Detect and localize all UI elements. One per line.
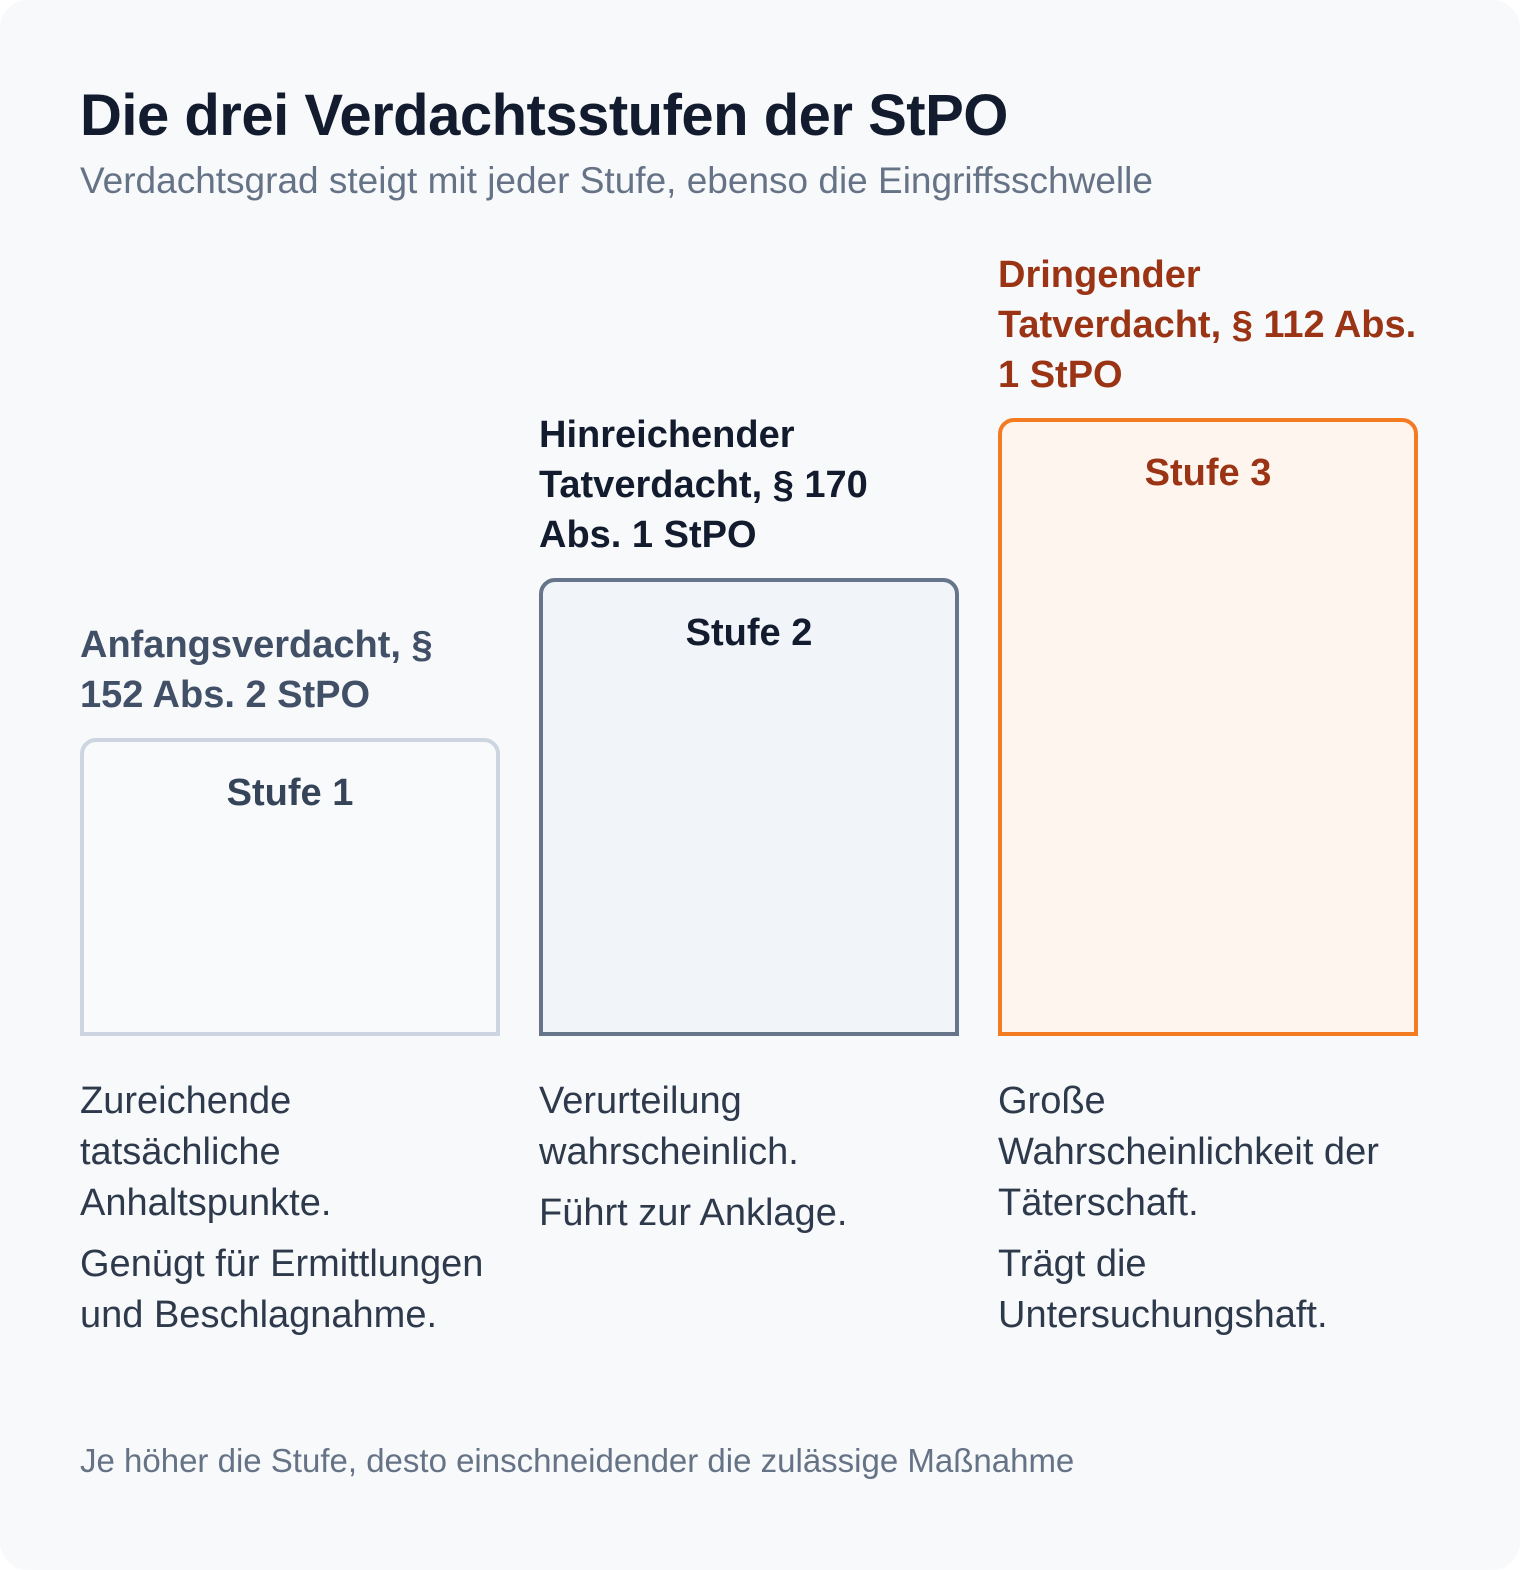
stage-name: Anfangsverdacht, § 152 Abs. 2 StPO (80, 624, 433, 716)
stage-box-label: Stufe 1 (226, 772, 354, 814)
stage-description: Große Wahrscheinlichkeit der Täterschaft… (998, 1076, 1418, 1351)
stage-description-line: Genügt für Ermittlungen und Beschlagnahm… (80, 1243, 484, 1336)
stage-column-1: Anfangsverdacht, § 152 Abs. 2 StPO Stufe… (80, 0, 500, 1570)
stage-description-line: Große Wahrscheinlichkeit der Täterschaft… (998, 1080, 1379, 1224)
stage-bar: Stufe 3 (998, 418, 1418, 1036)
stage-description-line: Trägt die Untersuchungshaft. (998, 1243, 1328, 1336)
diagram-subtitle: Verdachtsgrad steigt mit jeder Stufe, eb… (80, 160, 1153, 201)
stage-description-line: Führt zur Anklage. (539, 1192, 848, 1234)
stage-name: Hinreichender Tatverdacht, § 170 Abs. 1 … (539, 414, 868, 556)
stage-bar: Stufe 2 (539, 578, 959, 1036)
stage-column-3: Dringender Tatverdacht, § 112 Abs. 1 StP… (998, 0, 1418, 1570)
diagram-title: Die drei Verdachtsstufen der StPO (80, 83, 1008, 148)
stage-description: Verurteilung wahrscheinlich. Führt zur A… (539, 1076, 959, 1249)
stage-box-label: Stufe 2 (685, 612, 813, 654)
stage-column-2: Hinreichender Tatverdacht, § 170 Abs. 1 … (539, 0, 959, 1570)
stage-description: Zureichende tatsächliche Anhaltspunkte. … (80, 1076, 500, 1351)
diagram-footnote: Je höher die Stufe, desto einschneidende… (80, 1442, 1075, 1479)
stage-bar: Stufe 1 (80, 738, 500, 1036)
stage-description-line: Verurteilung wahrscheinlich. (539, 1080, 799, 1173)
stage-name: Dringender Tatverdacht, § 112 Abs. 1 StP… (998, 254, 1417, 396)
stage-description-line: Zureichende tatsächliche Anhaltspunkte. (80, 1080, 332, 1224)
stage-box-label: Stufe 3 (1144, 452, 1272, 494)
